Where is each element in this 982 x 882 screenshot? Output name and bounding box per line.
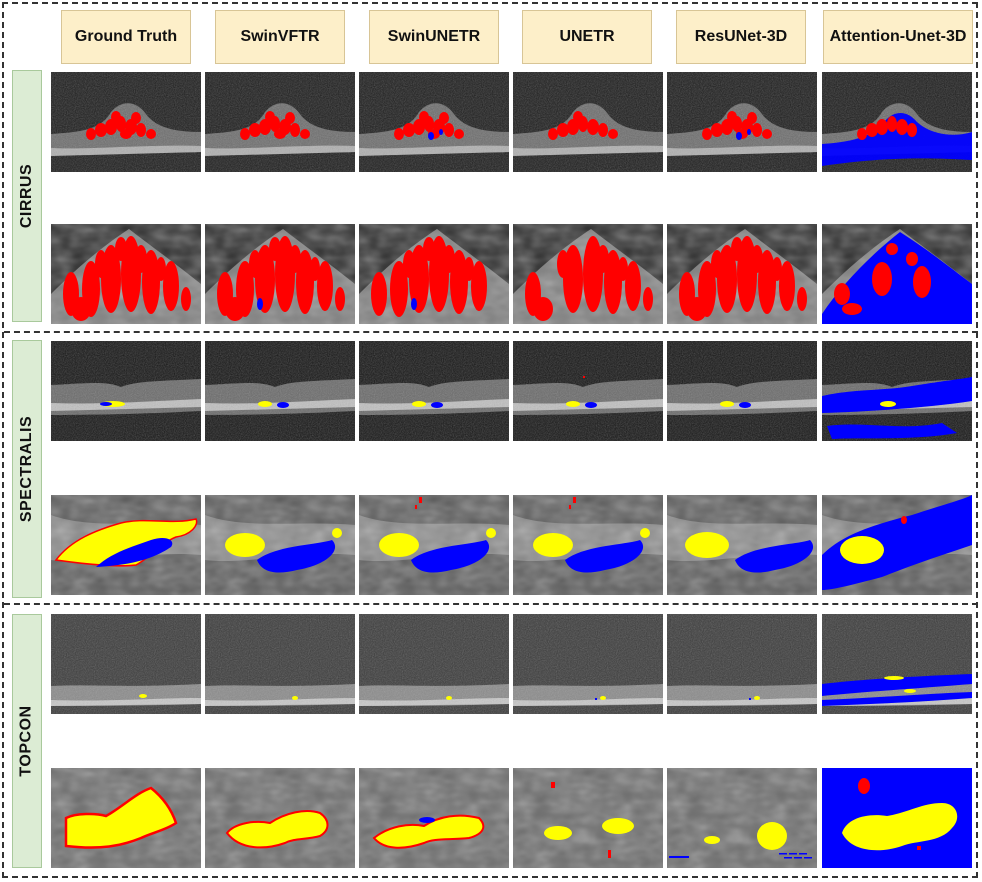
row-header-spectralis: SPECTRALIS xyxy=(12,340,42,598)
scan-cirrus-zoom-attention-unet-3d xyxy=(822,224,972,324)
scan-cirrus-wide-resunet-3d xyxy=(667,72,817,172)
scan-spectralis-zoom-unetr xyxy=(513,495,663,595)
scan-cirrus-wide-swinunetr xyxy=(359,72,509,172)
scan-spectralis-zoom-attention-unet-3d xyxy=(822,495,972,595)
scan-cirrus-wide-unetr xyxy=(513,72,663,172)
scan-topcon-wide-swinvftr xyxy=(205,614,355,714)
scan-cirrus-zoom-resunet-3d xyxy=(667,224,817,324)
scan-spectralis-wide-resunet-3d xyxy=(667,341,817,441)
scan-spectralis-wide-attention-unet-3d xyxy=(822,341,972,441)
scan-spectralis-zoom-swinvftr xyxy=(205,495,355,595)
column-header-swinvftr: SwinVFTR xyxy=(215,10,345,64)
scan-topcon-zoom-unetr xyxy=(513,768,663,868)
scan-topcon-zoom-swinunetr xyxy=(359,768,509,868)
scan-spectralis-wide-swinunetr xyxy=(359,341,509,441)
scan-cirrus-zoom-swinvftr xyxy=(205,224,355,324)
scan-spectralis-wide-ground-truth xyxy=(51,341,201,441)
column-header-resunet-3d: ResUNet-3D xyxy=(676,10,806,64)
scan-cirrus-zoom-ground-truth xyxy=(51,224,201,324)
row-header-topcon: TOPCON xyxy=(12,614,42,868)
scan-topcon-wide-swinunetr xyxy=(359,614,509,714)
row-header-cirrus: CIRRUS xyxy=(12,70,42,322)
scan-spectralis-zoom-ground-truth xyxy=(51,495,201,595)
scan-spectralis-wide-unetr xyxy=(513,341,663,441)
scan-spectralis-zoom-resunet-3d xyxy=(667,495,817,595)
scan-cirrus-wide-ground-truth xyxy=(51,72,201,172)
scan-topcon-wide-resunet-3d xyxy=(667,614,817,714)
column-header-attention-unet-3d: Attention-Unet-3D xyxy=(823,10,973,64)
scan-topcon-wide-ground-truth xyxy=(51,614,201,714)
scan-spectralis-zoom-swinunetr xyxy=(359,495,509,595)
group-separator xyxy=(4,331,978,333)
scan-cirrus-zoom-swinunetr xyxy=(359,224,509,324)
scan-topcon-wide-unetr xyxy=(513,614,663,714)
scan-topcon-zoom-resunet-3d xyxy=(667,768,817,868)
group-separator xyxy=(4,603,978,605)
scan-topcon-zoom-ground-truth xyxy=(51,768,201,868)
column-header-unetr: UNETR xyxy=(522,10,652,64)
scan-cirrus-wide-swinvftr xyxy=(205,72,355,172)
scan-topcon-zoom-attention-unet-3d xyxy=(822,768,972,868)
scan-spectralis-wide-swinvftr xyxy=(205,341,355,441)
scan-cirrus-wide-attention-unet-3d xyxy=(822,72,972,172)
scan-topcon-wide-attention-unet-3d xyxy=(822,614,972,714)
column-header-ground-truth: Ground Truth xyxy=(61,10,191,64)
scan-topcon-zoom-swinvftr xyxy=(205,768,355,868)
column-header-swinunetr: SwinUNETR xyxy=(369,10,499,64)
scan-cirrus-zoom-unetr xyxy=(513,224,663,324)
